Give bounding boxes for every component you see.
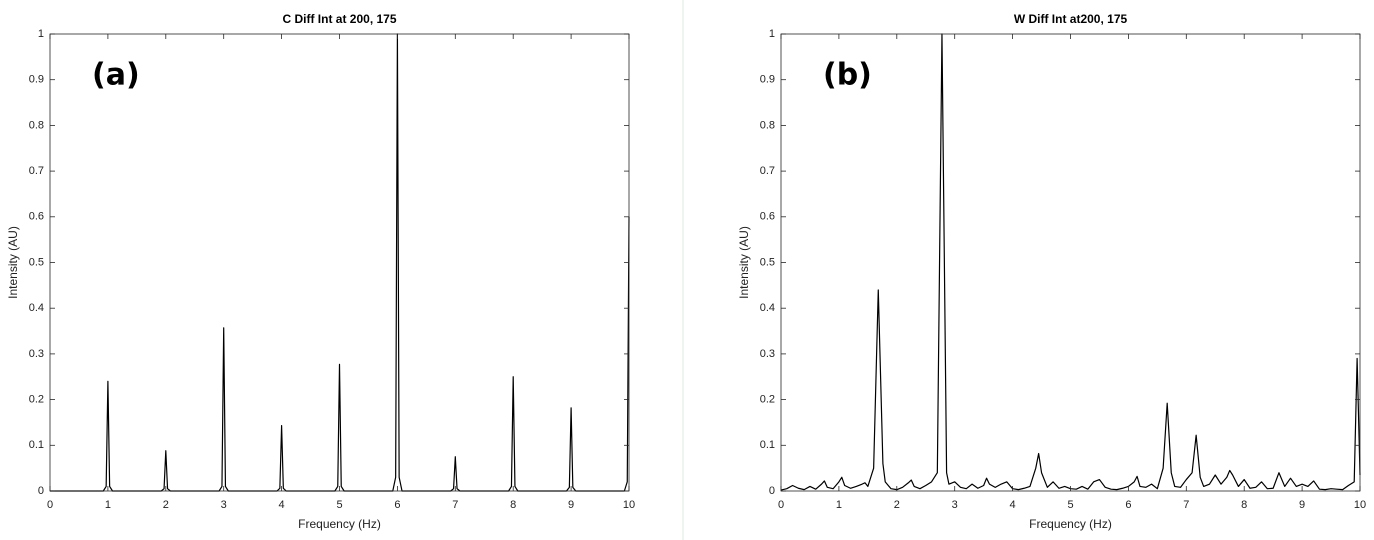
y-tick-label: 0.2 (29, 394, 44, 406)
y-tick-label: 0.5 (29, 256, 44, 268)
y-tick-label: 0 (38, 485, 44, 497)
x-axis-label: Frequency (Hz) (1029, 517, 1112, 531)
subplot: 0 1 2 3 4 5 6 7 8 9 10 0 0.1 0.2 0.3 0.4 0.5 0.6 0.7 0.8 0.9… (737, 12, 1366, 531)
y-tick-label: 0.9 (29, 74, 44, 86)
x-tick-label: 0 (778, 499, 784, 511)
chart-title: W Diff Int at200, 175 (1014, 12, 1128, 26)
y-tick-label: 1 (769, 28, 775, 40)
y-tick-label: 0.7 (760, 165, 775, 177)
y-tick-label: 0.4 (760, 302, 775, 314)
y-tick-label: 0.9 (760, 74, 775, 86)
x-tick-label: 3 (952, 499, 958, 511)
spectrum-line (780, 33, 1361, 491)
y-axis-label: Intensity (AU) (6, 226, 20, 299)
plot-area (781, 34, 1360, 491)
y-tick-label: 0.1 (29, 439, 44, 451)
y-tick-label: 0.3 (760, 348, 775, 360)
chart-title: C Diff Int at 200, 175 (282, 12, 396, 26)
x-tick-label: 7 (452, 499, 458, 511)
x-tick-label: 0 (47, 499, 53, 511)
x-tick-label: 8 (1241, 499, 1247, 511)
panel-label: (a) (92, 58, 140, 93)
x-tick-label: 1 (836, 499, 842, 511)
x-tick-label: 10 (1354, 499, 1366, 511)
x-tick-label: 9 (568, 499, 574, 511)
x-tick-label: 7 (1183, 499, 1189, 511)
y-tick-label: 0.6 (29, 211, 44, 223)
x-tick-label: 9 (1299, 499, 1305, 511)
y-tick-label: 0.5 (760, 256, 775, 268)
x-tick-label: 10 (623, 499, 635, 511)
y-tick-label: 0.6 (760, 211, 775, 223)
y-tick-label: 0.7 (29, 165, 44, 177)
x-tick-label: 8 (510, 499, 516, 511)
y-tick-label: 0.4 (29, 302, 44, 314)
y-tick-label: 0.3 (29, 348, 44, 360)
y-tick-label: 0.8 (760, 119, 775, 131)
y-axis-label: Intensity (AU) (737, 226, 751, 299)
plot-area (50, 34, 629, 491)
x-tick-label: 2 (894, 499, 900, 511)
x-tick-label: 5 (1067, 499, 1073, 511)
x-tick-label: 2 (163, 499, 169, 511)
subplot: 0 1 2 3 4 5 6 7 8 9 10 0 0.1 0.2 0.3 0.4 0.5 0.6 0.7 0.8 0.9… (6, 12, 635, 531)
x-tick-label: 4 (1010, 499, 1016, 511)
panel-label: (b) (823, 58, 872, 93)
x-tick-label: 1 (105, 499, 111, 511)
x-tick-label: 6 (394, 499, 400, 511)
y-tick-label: 0 (769, 485, 775, 497)
x-axis-label: Frequency (Hz) (298, 517, 381, 531)
y-tick-label: 0.2 (760, 394, 775, 406)
x-tick-label: 6 (1125, 499, 1131, 511)
x-tick-label: 4 (279, 499, 285, 511)
y-tick-label: 0.1 (760, 439, 775, 451)
y-tick-label: 1 (38, 28, 44, 40)
y-tick-label: 0.8 (29, 119, 44, 131)
x-tick-label: 5 (336, 499, 342, 511)
x-tick-label: 3 (221, 499, 227, 511)
